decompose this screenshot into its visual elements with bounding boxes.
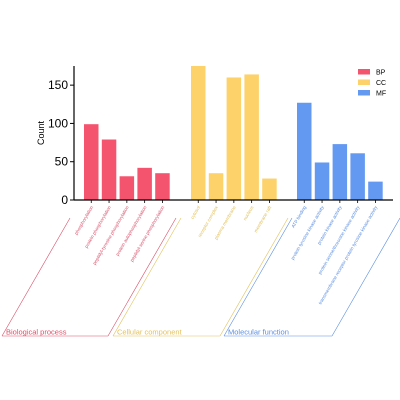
y-tick-label: 100 xyxy=(48,116,68,130)
bar-mf xyxy=(368,181,383,200)
y-tick-label: 50 xyxy=(55,155,69,169)
bar-bp xyxy=(101,139,117,200)
legend-label-bp: BP xyxy=(376,70,386,77)
bar-mf xyxy=(332,144,348,200)
legend-swatch-cc xyxy=(358,79,370,85)
bar-bp xyxy=(155,173,170,200)
group-bracket-cc xyxy=(112,217,289,337)
axes-layer: 0 50 100 150 Count xyxy=(36,66,393,207)
legend-swatch-mf xyxy=(358,90,370,96)
bar-mf xyxy=(314,162,330,200)
bar-mf xyxy=(297,102,312,200)
bar-bp xyxy=(137,167,152,200)
bar-cc xyxy=(244,74,259,200)
y-tick-label: 0 xyxy=(61,193,68,207)
group-label-bp: Biological process xyxy=(6,328,67,337)
category-label: phosphorylation xyxy=(74,205,95,236)
bar-cc xyxy=(208,173,224,200)
group-label-mf: Molecular function xyxy=(228,328,289,337)
bar-bp xyxy=(119,176,135,200)
legend-label-cc: CC xyxy=(376,80,386,87)
bar-mf xyxy=(350,153,365,200)
bar-cc xyxy=(191,66,206,200)
legend-label-mf: MF xyxy=(376,91,386,98)
bar-cc xyxy=(226,77,242,200)
group-label-cc: Cellular component xyxy=(117,328,183,337)
category-label: nucleus xyxy=(242,204,255,221)
bar-bp xyxy=(84,124,99,200)
group-bracket-mf xyxy=(223,217,400,337)
legend: BP CC MF xyxy=(358,69,386,98)
category-label: protein tyrosine kinase activity xyxy=(290,204,325,260)
category-label: membrane raft xyxy=(253,204,273,233)
group-brackets-layer: Biological process Cellular component Mole… xyxy=(1,217,400,337)
category-label: ATP binding xyxy=(290,205,307,229)
bars-layer xyxy=(84,66,383,200)
legend-swatch-bp xyxy=(358,69,370,75)
category-label: peptidyl-tyrosine phosphorylation xyxy=(92,205,130,266)
y-tick-label: 150 xyxy=(48,78,68,92)
y-axis-title: Count xyxy=(36,121,46,146)
category-label: cytosol xyxy=(190,205,201,220)
group-bracket-bp xyxy=(1,217,177,337)
category-label: protein autophosphorylation xyxy=(115,205,148,257)
bar-cc xyxy=(262,178,277,200)
